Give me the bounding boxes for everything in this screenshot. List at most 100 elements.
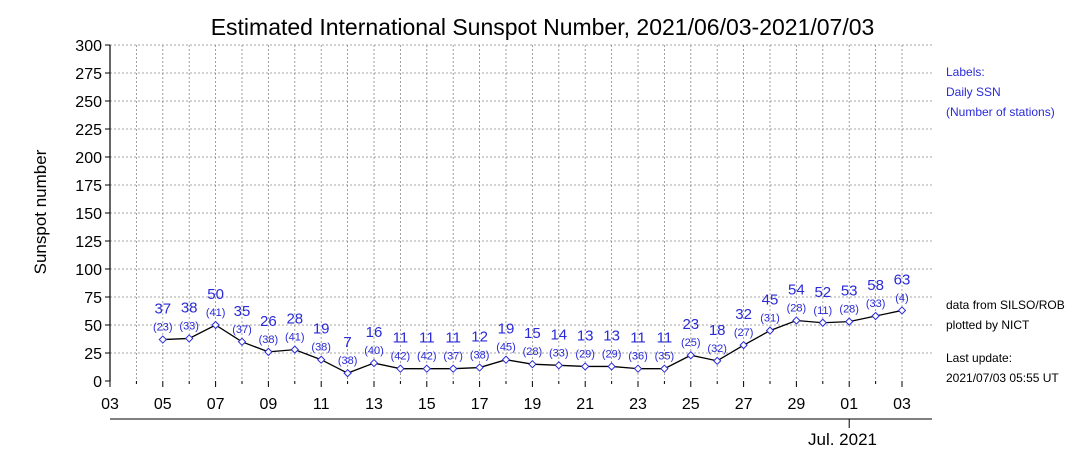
y-tick-label: 200	[75, 150, 102, 167]
ssn-label: 52	[814, 284, 831, 301]
x-tick-labels: 03 05 07 09 11 13 15 17 19 21 23 25 27 29 01 03	[101, 396, 911, 413]
credit-plotted: plotted by NICT	[946, 318, 1030, 332]
data-point	[343, 368, 352, 378]
ssn-label: 26	[260, 313, 277, 330]
y-tick-label: 50	[84, 318, 102, 335]
legend-line-3: (Number of stations)	[946, 105, 1055, 119]
stations-label: (38)	[259, 334, 279, 346]
ssn-label: 58	[867, 277, 884, 294]
data-point	[897, 306, 907, 315]
x-tick-label: 29	[788, 396, 806, 413]
ssn-label: 63	[894, 271, 911, 288]
ssn-label: 45	[762, 292, 779, 309]
credit-source: data from SILSO/ROB	[946, 298, 1065, 312]
y-tick-label: 75	[84, 290, 102, 307]
ssn-label: 16	[366, 324, 383, 341]
data-point	[316, 355, 326, 364]
y-tick-label: 300	[75, 38, 102, 55]
x-tick-label: 09	[260, 396, 278, 413]
data-point	[264, 347, 273, 357]
data-point	[580, 362, 590, 371]
x-tick-label: 01	[840, 396, 858, 413]
x-tick-label: 05	[154, 396, 172, 413]
stations-label: (28)	[839, 304, 859, 316]
chart-title: Estimated International Sunspot Number, …	[210, 14, 875, 40]
data-point	[844, 317, 854, 326]
ssn-label: 18	[709, 322, 726, 339]
data-point	[528, 359, 537, 369]
last-update-label: Last update:	[946, 351, 1013, 365]
legend-block: Labels: Daily SSN (Number of stations)	[946, 62, 1055, 122]
data-point	[290, 345, 300, 354]
stations-label: (23)	[153, 322, 173, 334]
data-point	[792, 316, 801, 325]
y-tick-label: 25	[84, 346, 102, 363]
y-tick-labels: 0 25 50 75 100 125 150 175 200 225 250 275 300	[75, 38, 102, 391]
stations-label: (36)	[628, 351, 648, 363]
ssn-label: 19	[313, 321, 330, 338]
x-tick-label: 23	[629, 396, 647, 413]
ssn-label: 11	[393, 330, 409, 347]
ssn-label: 35	[234, 303, 251, 320]
stations-label: (11)	[813, 305, 832, 317]
data-point	[475, 363, 484, 372]
stations-label: (31)	[760, 313, 780, 325]
legend-line-2: Daily SSN	[946, 85, 1001, 99]
data-point	[369, 358, 379, 368]
x-tick-label: 27	[735, 396, 753, 413]
data-point	[765, 326, 775, 335]
data-point	[396, 364, 405, 373]
x-tick-label: 03	[893, 396, 911, 413]
ssn-label: 50	[207, 286, 224, 303]
legend-line-1: Labels:	[946, 65, 985, 79]
data-point	[158, 335, 168, 344]
stations-label: (33)	[866, 298, 886, 310]
x-tick-label: 11	[313, 396, 330, 413]
data-point	[660, 364, 669, 373]
stations-label: (41)	[285, 332, 305, 344]
stations-label: (33)	[549, 347, 569, 359]
ssn-label: 11	[445, 330, 461, 347]
y-tick-label: 275	[75, 66, 102, 83]
x-tick-label: 13	[365, 396, 383, 413]
ssn-label: 38	[181, 299, 198, 316]
data-point	[237, 337, 247, 347]
data-point	[448, 364, 458, 373]
stations-label: (38)	[311, 342, 331, 354]
ssn-label: 15	[524, 325, 541, 342]
stations-label: (38)	[470, 350, 490, 362]
ssn-label: 23	[682, 316, 699, 333]
credits-block: data from SILSO/ROB plotted by NICT Last…	[946, 295, 1065, 388]
data-point	[818, 318, 828, 327]
ssn-label: 11	[419, 330, 435, 347]
stations-label: (42)	[417, 351, 437, 363]
data-point	[184, 334, 194, 343]
y-tick-label: 100	[75, 262, 102, 279]
ssn-label: 53	[841, 283, 858, 300]
y-tick-label: 125	[75, 234, 102, 251]
x-tick-label: 15	[418, 396, 436, 413]
stations-label: (37)	[443, 351, 463, 363]
stations-label: (35)	[655, 351, 675, 363]
stations-label: (27)	[734, 327, 754, 339]
y-tick-label: 150	[75, 206, 102, 223]
last-update-value: 2021/07/03 05:55 UT	[946, 371, 1059, 385]
data-point	[871, 311, 880, 321]
stations-label: (45)	[496, 342, 516, 354]
y-tick-label: 250	[75, 94, 102, 111]
data-point	[739, 340, 748, 350]
ssn-label: 7	[343, 334, 351, 351]
axes	[105, 44, 932, 428]
month-label: Jul. 2021	[808, 430, 877, 449]
data-point	[554, 361, 564, 370]
stations-label: (41)	[206, 307, 226, 319]
stations-label: (42)	[391, 351, 411, 363]
ssn-label: 12	[471, 329, 488, 346]
stations-label: (29)	[602, 348, 622, 360]
stations-label: (32)	[707, 343, 727, 355]
ssn-label: 28	[286, 311, 303, 328]
ssn-label: 32	[735, 306, 752, 323]
y-tick-label: 175	[75, 178, 102, 195]
data-point	[211, 320, 220, 330]
